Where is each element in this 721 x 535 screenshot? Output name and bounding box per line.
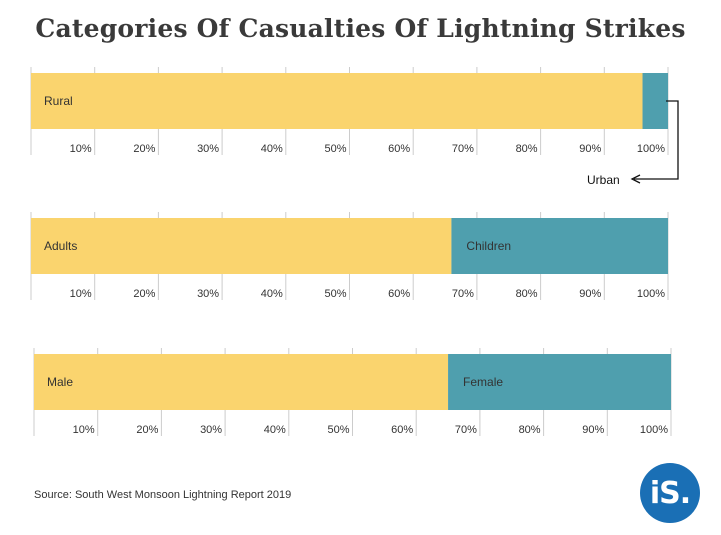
tick-label: 70% bbox=[452, 143, 474, 155]
tick-label: 70% bbox=[452, 288, 474, 300]
tick-label: 40% bbox=[261, 288, 283, 300]
chart-title: Categories Of Casualties Of Lightning St… bbox=[35, 14, 686, 43]
tick-label: 10% bbox=[70, 143, 92, 155]
tick-label: 100% bbox=[637, 288, 665, 300]
tick-label: 100% bbox=[640, 424, 668, 436]
callout-line bbox=[634, 100, 679, 180]
bar-segment-urban bbox=[642, 73, 668, 129]
tick-label: 70% bbox=[455, 424, 477, 436]
tick-label: 40% bbox=[264, 424, 286, 436]
tick-label: 40% bbox=[261, 143, 283, 155]
tick-label: 10% bbox=[70, 288, 92, 300]
tick-label: 50% bbox=[327, 424, 349, 436]
tick-label: 30% bbox=[197, 288, 219, 300]
tick-label: 20% bbox=[133, 288, 155, 300]
bar-segment-female bbox=[448, 354, 671, 410]
tick-label: 90% bbox=[579, 143, 601, 155]
segment-label-children: Children bbox=[466, 239, 511, 253]
tick-label: 90% bbox=[582, 424, 604, 436]
tick-label: 90% bbox=[579, 288, 601, 300]
tick-label: 10% bbox=[73, 424, 95, 436]
segment-label-female: Female bbox=[463, 375, 503, 389]
brand-logo: iS. bbox=[640, 463, 700, 523]
segment-label-rural: Rural bbox=[44, 94, 73, 108]
tick-label: 20% bbox=[136, 424, 158, 436]
source-note: Source: South West Monsoon Lightning Rep… bbox=[34, 489, 292, 501]
callout-arrowhead bbox=[630, 174, 641, 184]
bar-segment-children bbox=[451, 218, 668, 274]
tick-label: 60% bbox=[391, 424, 413, 436]
tick-label: 80% bbox=[516, 288, 538, 300]
logo-text: iS. bbox=[649, 475, 691, 511]
tick-label: 60% bbox=[388, 143, 410, 155]
tick-label: 80% bbox=[516, 143, 538, 155]
tick-label: 60% bbox=[388, 288, 410, 300]
bar-segment-male bbox=[34, 354, 449, 410]
bar-segment-adults bbox=[31, 218, 452, 274]
tick-label: 50% bbox=[324, 288, 346, 300]
segment-label-adults: Adults bbox=[44, 239, 77, 253]
tick-label: 30% bbox=[200, 424, 222, 436]
segment-label-male: Male bbox=[47, 375, 73, 389]
tick-label: 80% bbox=[519, 424, 541, 436]
tick-label: 30% bbox=[197, 143, 219, 155]
tick-label: 20% bbox=[133, 143, 155, 155]
segment-label-urban: Urban bbox=[587, 173, 620, 187]
tick-label: 100% bbox=[637, 143, 665, 155]
bar-segment-rural bbox=[31, 73, 643, 129]
tick-label: 50% bbox=[324, 143, 346, 155]
